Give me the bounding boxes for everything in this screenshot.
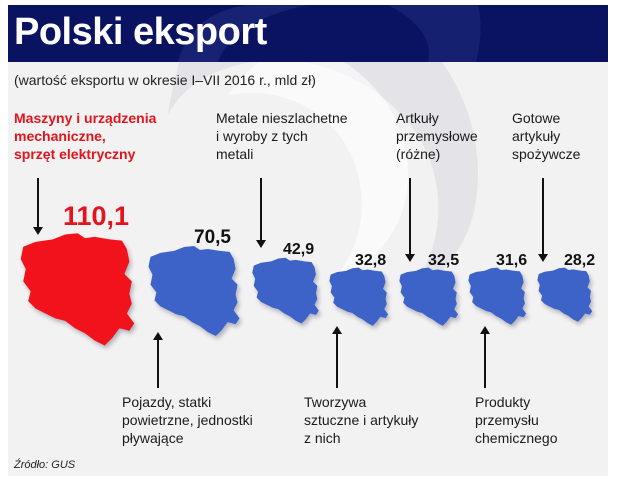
poland-map-icon-plastics xyxy=(329,267,389,326)
value-food: 28,2 xyxy=(564,252,596,269)
arrow-up-icon xyxy=(153,332,163,388)
arrow-down-icon xyxy=(256,178,266,248)
category-label-plastics: Tworzywa sztuczne i artykuły z nich xyxy=(304,394,419,446)
page-title: Polski eksport xyxy=(14,11,267,53)
category-label-chemical: Produkty przemysłu chemicznego xyxy=(475,394,558,446)
subtitle: (wartość eksportu w okresie I–VII 2016 r… xyxy=(14,72,316,88)
value-chemical: 31,6 xyxy=(496,252,528,269)
background-swirl-decoration xyxy=(168,5,478,295)
header-bar: Polski eksport xyxy=(8,5,608,62)
value-vehicles: 70,5 xyxy=(194,227,231,248)
arrow-up-icon xyxy=(332,326,342,388)
poland-map-icon-metals xyxy=(252,257,319,324)
source-note: Źródło: GUS xyxy=(14,459,76,471)
arrow-up-icon xyxy=(480,326,490,388)
category-label-industrial: Artkuły przemysłowe (różne) xyxy=(396,110,478,162)
value-metals: 42,9 xyxy=(283,241,315,258)
category-label-food: Gotowe artykuły spożywcze xyxy=(512,110,581,162)
arrow-down-icon xyxy=(33,178,43,235)
poland-map-icon-chemical xyxy=(468,267,527,325)
category-label-metals: Metale nieszlachetne i wyroby z tych met… xyxy=(216,110,348,162)
arrow-down-icon xyxy=(405,178,415,262)
poland-map-icon-vehicles xyxy=(148,245,240,337)
poland-map-icon-food xyxy=(537,267,593,322)
poland-map-icon-industrial xyxy=(399,267,459,326)
infographic-panel: Polski eksport (wartość eksportu w okres… xyxy=(8,5,608,476)
poland-map-icon-machinery xyxy=(20,233,135,346)
header-swirl-decoration xyxy=(178,5,481,62)
category-label-vehicles: Pojazdy, statki powietrzne, jednostki pł… xyxy=(122,394,253,446)
value-industrial: 32,5 xyxy=(428,252,460,269)
value-plastics: 32,8 xyxy=(355,252,387,269)
arrow-down-icon xyxy=(538,178,548,262)
value-machinery: 110,1 xyxy=(63,201,130,231)
category-label-machinery: Maszyny i urządzenia mechaniczne, sprzęt… xyxy=(14,110,157,162)
